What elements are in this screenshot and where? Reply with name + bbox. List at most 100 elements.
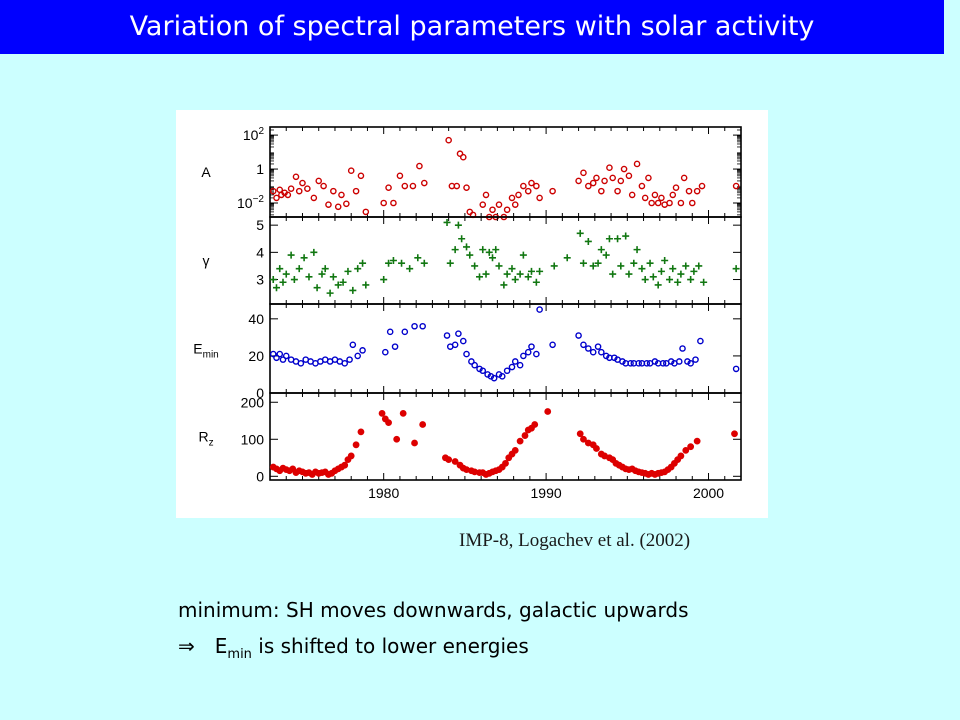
data-point-gamma <box>385 259 393 267</box>
data-point-gamma <box>466 251 474 259</box>
y-axis-label-A: A <box>201 164 211 180</box>
y-tick-label-Emin: 20 <box>248 348 264 364</box>
data-point-gamma <box>500 281 508 289</box>
data-point-A <box>549 187 556 195</box>
data-point-gamma <box>609 270 617 278</box>
data-point-Emin <box>635 360 642 367</box>
data-point-Emin <box>589 348 597 356</box>
data-point-Emin <box>279 356 287 363</box>
data-point-A <box>515 191 522 199</box>
data-point-gamma <box>732 265 740 273</box>
data-point-gamma <box>641 276 649 284</box>
data-point-Rz <box>393 435 401 443</box>
data-point-Emin <box>346 356 353 363</box>
data-point-A <box>304 185 311 192</box>
data-point-gamma <box>516 270 524 278</box>
data-point-Emin <box>503 367 511 375</box>
data-point-A <box>390 199 397 207</box>
data-point-gamma <box>305 273 313 281</box>
data-point-A <box>580 169 587 177</box>
data-point-gamma <box>682 262 690 270</box>
data-point-A <box>489 206 496 214</box>
data-point-Emin <box>459 337 467 345</box>
data-point-A <box>479 201 487 208</box>
data-point-gamma <box>414 254 422 262</box>
data-point-gamma <box>443 218 451 226</box>
data-point-gamma <box>589 262 597 270</box>
data-point-Emin <box>297 360 305 367</box>
note-line-1: minimum: SH moves downwards, galactic up… <box>178 598 689 622</box>
y-tick-label-Rz: 0 <box>256 468 264 484</box>
data-point-Emin <box>451 341 459 349</box>
data-point-gamma <box>272 284 280 292</box>
data-point-gamma <box>479 246 487 254</box>
data-point-gamma <box>359 259 367 267</box>
data-point-Rz <box>399 409 407 417</box>
data-point-A <box>380 199 387 207</box>
data-point-gamma <box>532 278 540 286</box>
data-point-Emin <box>508 363 516 371</box>
data-point-Rz <box>352 441 360 449</box>
data-point-A <box>677 199 685 207</box>
data-point-gamma <box>625 270 633 278</box>
data-point-A <box>416 162 423 170</box>
y-axis-label-gamma: γ <box>203 253 210 269</box>
data-point-gamma <box>329 273 337 281</box>
data-point-Rz <box>682 446 690 454</box>
data-point-Emin <box>386 328 394 336</box>
data-point-Emin <box>643 360 651 367</box>
data-point-A <box>648 199 655 207</box>
y-tick-label-A: 102 <box>243 126 265 143</box>
data-point-Rz <box>419 421 427 428</box>
data-point-Emin <box>692 356 699 363</box>
data-point-A <box>456 150 464 158</box>
data-point-gamma <box>511 276 519 284</box>
data-point-gamma <box>282 270 290 278</box>
data-point-Emin <box>524 348 532 356</box>
data-point-gamma <box>638 265 646 273</box>
data-point-Emin <box>411 322 418 330</box>
y-tick-label-A: 10−2 <box>237 194 264 211</box>
data-point-gamma <box>617 262 625 270</box>
data-point-A <box>638 182 646 190</box>
data-point-A <box>606 164 613 172</box>
panel-frame-Emin <box>269 303 742 394</box>
data-point-A <box>347 167 355 175</box>
data-point-gamma <box>677 270 685 278</box>
data-point-A <box>609 174 616 182</box>
data-point-A <box>645 174 652 182</box>
data-point-gamma <box>536 267 544 275</box>
data-point-gamma <box>295 265 303 273</box>
data-point-gamma <box>420 259 428 267</box>
data-point-A <box>732 182 740 190</box>
data-point-gamma <box>446 259 454 267</box>
note-line-2: ⇒ Emin is shifted to lower energies <box>178 634 529 662</box>
data-point-Rz <box>580 435 587 443</box>
data-point-Rz <box>544 408 552 415</box>
data-point-Rz <box>731 430 738 438</box>
data-point-A <box>508 194 516 202</box>
data-point-gamma <box>508 265 516 273</box>
data-point-Emin <box>732 365 740 373</box>
data-point-gamma <box>661 257 669 264</box>
data-point-gamma <box>633 246 641 254</box>
data-point-A <box>651 191 659 199</box>
data-point-gamma <box>290 276 298 284</box>
data-point-gamma <box>321 265 329 273</box>
stacked-scatter-chart: 10−2 1 102 A 3 4 5 γ 0 20 40 Emin 0 100 200 Rz 1980 1990 2… <box>193 126 742 501</box>
data-point-gamma <box>279 278 287 286</box>
note-line-2-text: is shifted to lower energies <box>251 634 529 658</box>
y-axis-label-Rz: Rz <box>198 429 213 449</box>
data-point-Emin <box>549 341 556 349</box>
x-tick-label: 1990 <box>531 485 562 501</box>
panel-frame-Rz <box>269 392 742 481</box>
data-point-gamma <box>349 286 357 294</box>
data-point-gamma <box>646 259 654 267</box>
data-point-Emin <box>627 360 634 367</box>
data-point-A <box>396 172 404 180</box>
data-point-A <box>672 184 680 191</box>
data-point-Rz <box>693 437 701 445</box>
data-point-Emin <box>401 328 409 336</box>
data-point-gamma <box>287 251 295 259</box>
data-point-Emin <box>349 341 357 349</box>
